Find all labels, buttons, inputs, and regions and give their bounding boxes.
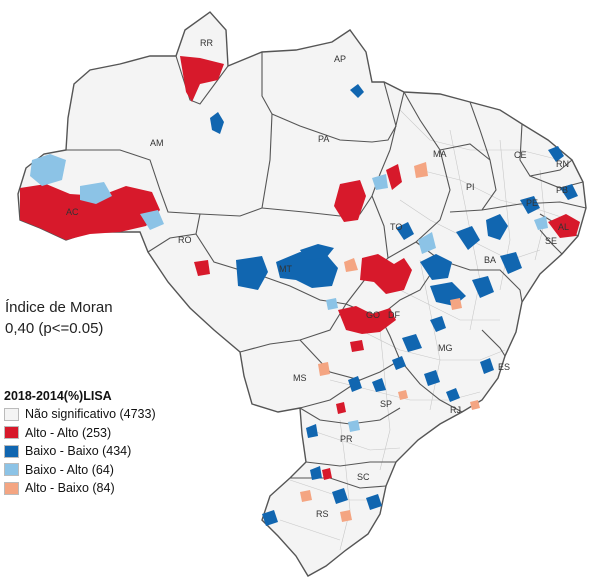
cluster-baixo-alto: [30, 154, 548, 432]
legend-swatch: [4, 463, 19, 477]
legend-label: Não significativo (4733): [25, 407, 156, 422]
state-label: MG: [438, 343, 453, 353]
cluster-baixo-baixo: [210, 84, 578, 526]
legend-label: Baixo - Baixo (434): [25, 444, 132, 459]
state-label: TO: [390, 222, 402, 232]
brazil-outline: [17, 11, 587, 577]
state-label: PB: [556, 185, 568, 195]
state-label: RR: [200, 38, 213, 48]
legend-swatch: [4, 426, 19, 440]
state-label: MS: [293, 373, 307, 383]
state-label: RJ: [450, 405, 461, 415]
state-labels: RR AP AM PA MA CE RN PB PI PE AC AL SE T…: [66, 38, 569, 519]
cluster-alto-alto: [20, 56, 580, 480]
state-borders: [19, 52, 587, 489]
state-label: AL: [558, 222, 569, 232]
state-label: ES: [498, 362, 510, 372]
state-label: DF: [388, 310, 400, 320]
state-label: MA: [433, 149, 447, 159]
legend-label: Baixo - Alto (64): [25, 462, 114, 477]
legend-item: Alto - Alto (253): [4, 424, 156, 443]
state-label: PA: [318, 134, 329, 144]
state-label: PR: [340, 434, 353, 444]
legend-item: Alto - Baixo (84): [4, 479, 156, 498]
state-label: RO: [178, 235, 192, 245]
state-label: RN: [556, 159, 569, 169]
legend-label: Alto - Baixo (84): [25, 481, 115, 496]
state-label: SE: [545, 236, 557, 246]
state-label: PI: [466, 182, 475, 192]
moran-index-annotation: Índice de Moran 0,40 (p<=0.05): [5, 297, 113, 339]
legend-item: Baixo - Alto (64): [4, 461, 156, 480]
legend-label: Alto - Alto (253): [25, 425, 112, 440]
state-label: SP: [380, 399, 392, 409]
state-label: AM: [150, 138, 164, 148]
state-label: AC: [66, 207, 79, 217]
cluster-alto-baixo: [300, 162, 480, 522]
legend: 2018-2014(%)LISA Não significativo (4733…: [4, 389, 156, 498]
state-label: GO: [366, 310, 380, 320]
moran-title: Índice de Moran: [5, 299, 113, 316]
state-label: AP: [334, 54, 346, 64]
state-label: RS: [316, 509, 329, 519]
state-label: MT: [279, 264, 292, 274]
legend-swatch: [4, 407, 19, 421]
legend-swatch: [4, 444, 19, 458]
state-label: CE: [514, 150, 527, 160]
legend-swatch: [4, 481, 19, 495]
state-label: PE: [526, 198, 538, 208]
legend-title: 2018-2014(%)LISA: [4, 389, 112, 403]
state-label: SC: [357, 472, 370, 482]
state-label: BA: [484, 255, 496, 265]
legend-item: Não significativo (4733): [4, 405, 156, 424]
moran-value: 0,40 (p<=0.05): [5, 320, 104, 337]
legend-item: Baixo - Baixo (434): [4, 442, 156, 461]
